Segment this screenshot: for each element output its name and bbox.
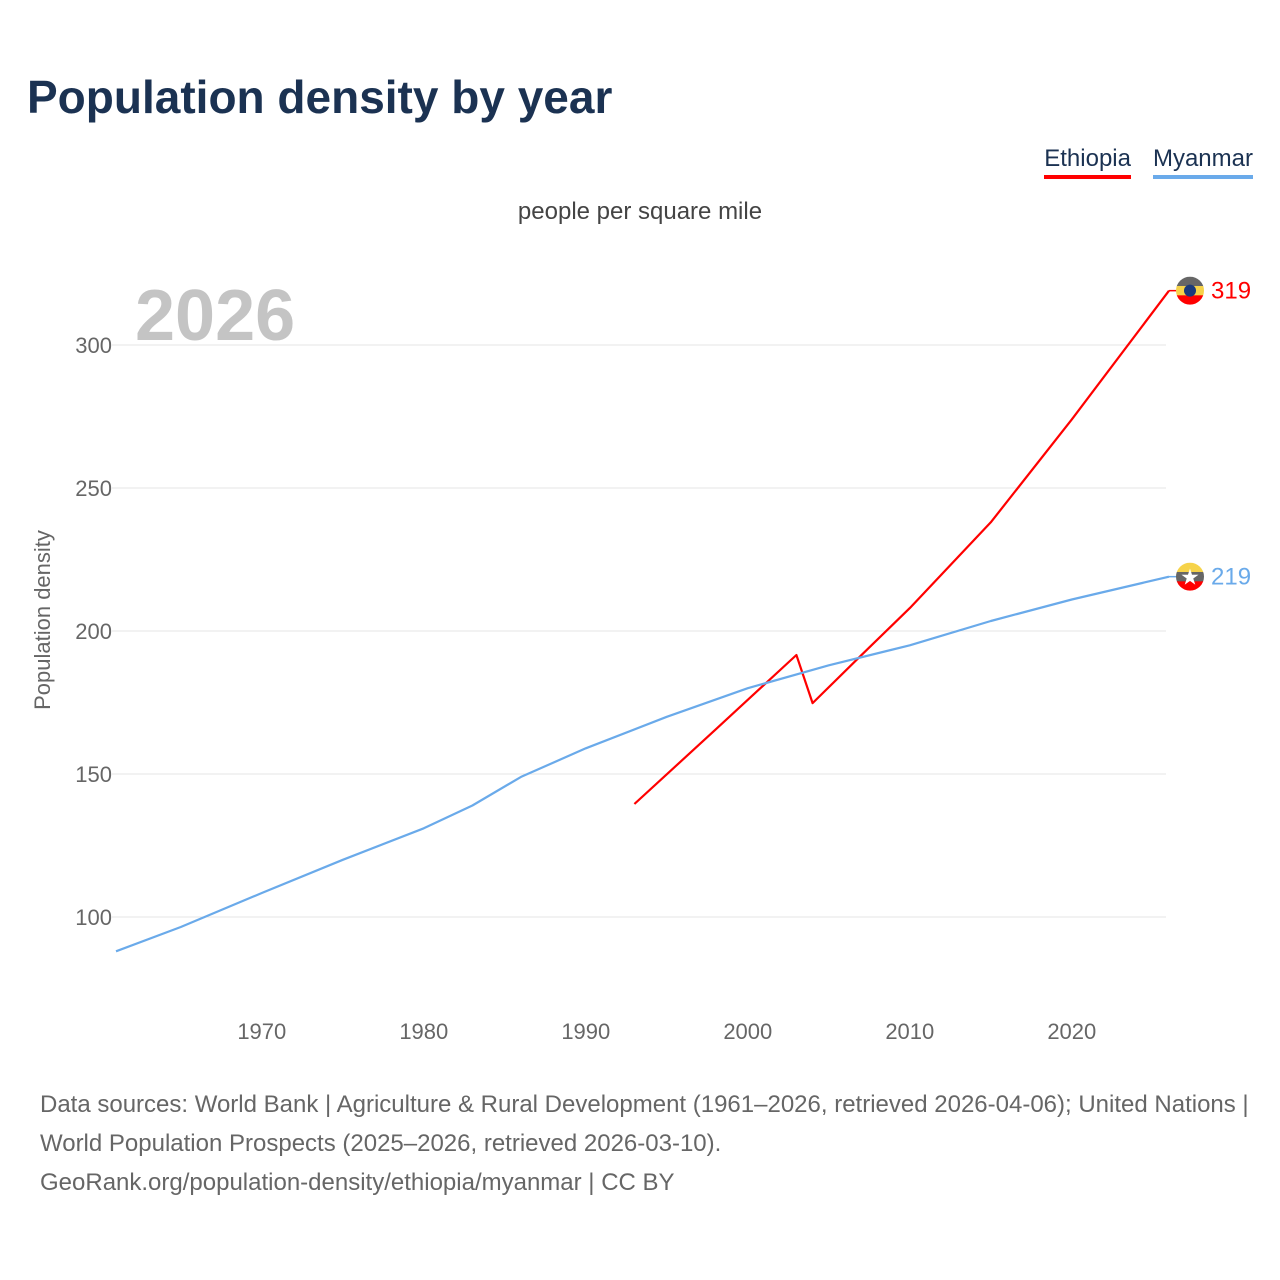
y-tick-label: 200 xyxy=(75,619,112,644)
legend-item-ethiopia[interactable]: Ethiopia xyxy=(1044,145,1131,179)
year-watermark: 2026 xyxy=(135,276,295,356)
x-tick-label: 2020 xyxy=(1047,1019,1096,1044)
svg-text:★: ★ xyxy=(1180,565,1200,590)
x-tick-label: 2000 xyxy=(723,1019,772,1044)
data-sources: Data sources: World Bank | Agriculture &… xyxy=(40,1091,1249,1157)
source-link[interactable]: GeoRank.org/population-density/ethiopia/… xyxy=(40,1169,675,1196)
x-tick-label: 2010 xyxy=(885,1019,934,1044)
y-tick-label: 150 xyxy=(75,762,112,787)
legend: Ethiopia Myanmar xyxy=(1044,145,1253,179)
footer: Data sources: World Bank | Agriculture &… xyxy=(40,1085,1250,1202)
x-tick-label: 1980 xyxy=(399,1019,448,1044)
end-value-label: 319 xyxy=(1211,278,1251,305)
y-tick-label: 250 xyxy=(75,476,112,501)
chart-subtitle: people per square mile xyxy=(517,198,763,225)
y-axis-label: Population density xyxy=(30,530,55,710)
x-tick-label: 1990 xyxy=(561,1019,610,1044)
chart-plot: 2026 100 150 200 250 300 1970 1980 1990 2000 2010 2… xyxy=(30,276,1251,1044)
series-line-ethiopia xyxy=(633,290,1170,805)
y-tick-label: 100 xyxy=(75,905,112,930)
series-line-myanmar xyxy=(115,575,1170,953)
y-tick-label: 300 xyxy=(75,333,112,358)
flag-myanmar-icon: ★ xyxy=(1176,562,1204,591)
legend-item-myanmar[interactable]: Myanmar xyxy=(1152,145,1253,179)
end-value-label: 219 xyxy=(1211,564,1251,591)
flag-ethiopia-icon xyxy=(1176,276,1204,305)
chart-title: Population density by year xyxy=(27,71,613,123)
x-tick-label: 1970 xyxy=(237,1019,286,1044)
